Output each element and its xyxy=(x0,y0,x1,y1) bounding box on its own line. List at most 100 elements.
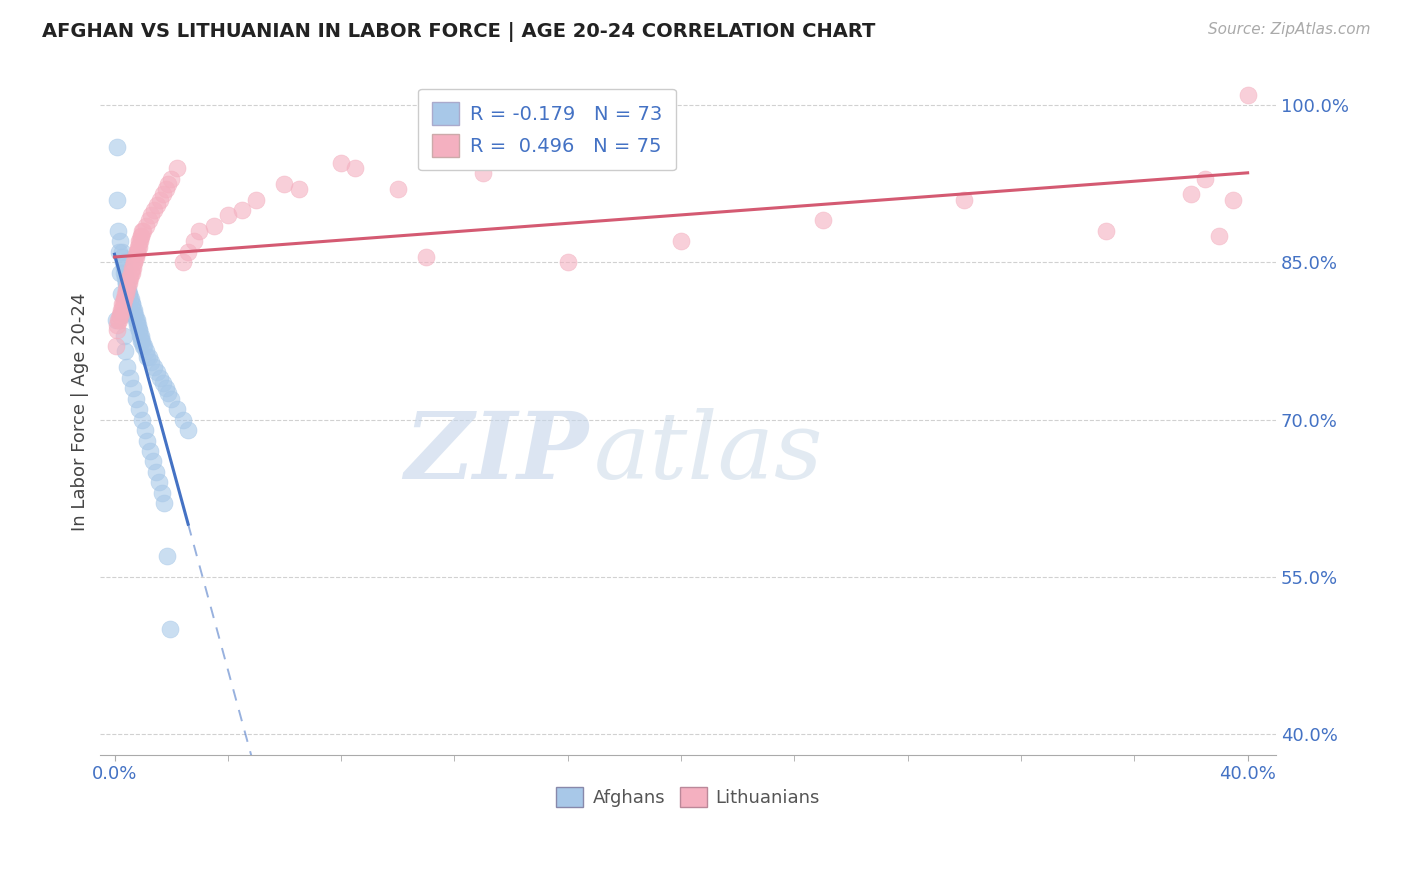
Point xyxy=(131,334,153,348)
Point xyxy=(157,386,180,401)
Point xyxy=(110,302,132,317)
Point xyxy=(114,271,136,285)
Point xyxy=(287,182,309,196)
Point xyxy=(136,434,159,448)
Point xyxy=(146,198,169,212)
Point xyxy=(669,235,692,249)
Point xyxy=(104,313,127,327)
Point xyxy=(128,240,150,254)
Point xyxy=(160,392,183,406)
Point xyxy=(177,423,200,437)
Point xyxy=(136,350,159,364)
Point xyxy=(107,224,129,238)
Point xyxy=(129,229,152,244)
Point xyxy=(1194,171,1216,186)
Point xyxy=(107,244,129,259)
Text: atlas: atlas xyxy=(595,408,824,498)
Point xyxy=(111,297,134,311)
Point xyxy=(387,182,409,196)
Point xyxy=(125,244,148,259)
Point xyxy=(129,328,152,343)
Point xyxy=(118,277,141,291)
Point xyxy=(121,266,143,280)
Point xyxy=(127,244,149,259)
Point xyxy=(105,193,128,207)
Point xyxy=(150,486,173,500)
Point xyxy=(115,277,138,291)
Point xyxy=(344,161,367,175)
Point xyxy=(110,302,132,317)
Point xyxy=(142,454,165,468)
Point xyxy=(115,277,138,291)
Point xyxy=(1180,187,1202,202)
Point xyxy=(120,271,142,285)
Point xyxy=(143,360,166,375)
Point xyxy=(118,271,141,285)
Point xyxy=(1095,224,1118,238)
Point xyxy=(166,161,188,175)
Point xyxy=(138,350,160,364)
Point xyxy=(121,297,143,311)
Point xyxy=(132,339,155,353)
Point xyxy=(149,193,172,207)
Point xyxy=(128,324,150,338)
Point xyxy=(245,193,267,207)
Point xyxy=(231,202,253,217)
Point xyxy=(155,381,177,395)
Point xyxy=(112,292,135,306)
Point xyxy=(128,235,150,249)
Point xyxy=(129,235,152,249)
Point xyxy=(134,339,156,353)
Point xyxy=(105,140,128,154)
Point xyxy=(124,308,146,322)
Point xyxy=(108,308,131,322)
Point xyxy=(141,208,163,222)
Point xyxy=(127,318,149,333)
Point xyxy=(110,286,132,301)
Point xyxy=(120,370,142,384)
Point xyxy=(1222,193,1244,207)
Point xyxy=(125,250,148,264)
Point xyxy=(202,219,225,233)
Point xyxy=(111,255,134,269)
Point xyxy=(172,255,194,269)
Point xyxy=(111,250,134,264)
Point xyxy=(112,328,135,343)
Point xyxy=(143,202,166,217)
Point xyxy=(157,177,180,191)
Point xyxy=(117,282,139,296)
Point xyxy=(105,324,128,338)
Point xyxy=(135,344,157,359)
Point xyxy=(160,171,183,186)
Point xyxy=(166,402,188,417)
Point xyxy=(145,465,167,479)
Point xyxy=(117,282,139,296)
Point xyxy=(108,308,131,322)
Point xyxy=(125,392,148,406)
Point xyxy=(129,328,152,343)
Point xyxy=(124,255,146,269)
Point xyxy=(111,308,134,322)
Point xyxy=(107,313,129,327)
Point xyxy=(114,286,136,301)
Point xyxy=(120,292,142,306)
Point xyxy=(112,260,135,275)
Point xyxy=(121,260,143,275)
Point xyxy=(117,282,139,296)
Point xyxy=(125,313,148,327)
Point xyxy=(111,297,134,311)
Point xyxy=(122,260,145,275)
Point xyxy=(122,302,145,317)
Point xyxy=(127,318,149,333)
Point xyxy=(135,219,157,233)
Text: ZIP: ZIP xyxy=(404,408,588,498)
Y-axis label: In Labor Force | Age 20-24: In Labor Force | Age 20-24 xyxy=(72,293,89,531)
Point xyxy=(122,381,145,395)
Point xyxy=(131,334,153,348)
Point xyxy=(183,235,205,249)
Point xyxy=(471,166,494,180)
Legend: Afghans, Lithuanians: Afghans, Lithuanians xyxy=(550,780,827,814)
Point xyxy=(110,244,132,259)
Point xyxy=(124,308,146,322)
Point xyxy=(117,277,139,291)
